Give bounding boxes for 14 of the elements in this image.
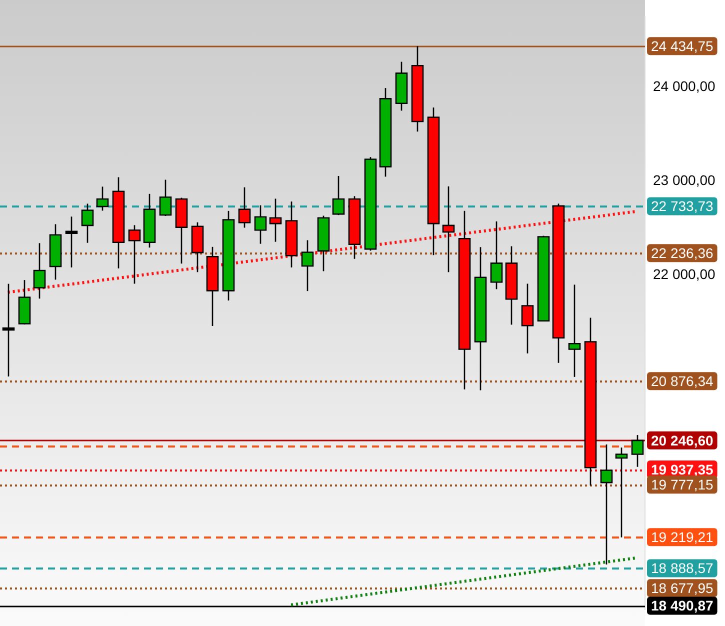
ref-line-label: 22 733,73	[651, 198, 714, 214]
ref-line-label: 18 677,95	[651, 580, 714, 596]
ref-line-label: 19 219,21	[651, 529, 714, 546]
y-tick-label: 24 000,00	[653, 78, 716, 94]
ref-line-label: 19 937,35	[651, 461, 714, 478]
ref-line-label: 20 876,34	[651, 373, 714, 389]
ref-line-label: 20 246,60	[651, 432, 714, 448]
ref-line-label: 18 888,57	[651, 560, 714, 576]
ref-line-label: 22 236,36	[651, 244, 714, 261]
ref-line-label: 18 490,87	[651, 598, 714, 614]
y-tick-label: 22 000,00	[653, 266, 716, 282]
ref-line-label: 24 434,75	[651, 38, 714, 54]
y-tick-label: 23 000,00	[653, 172, 716, 188]
ref-line-label: 19 777,15	[651, 476, 714, 492]
